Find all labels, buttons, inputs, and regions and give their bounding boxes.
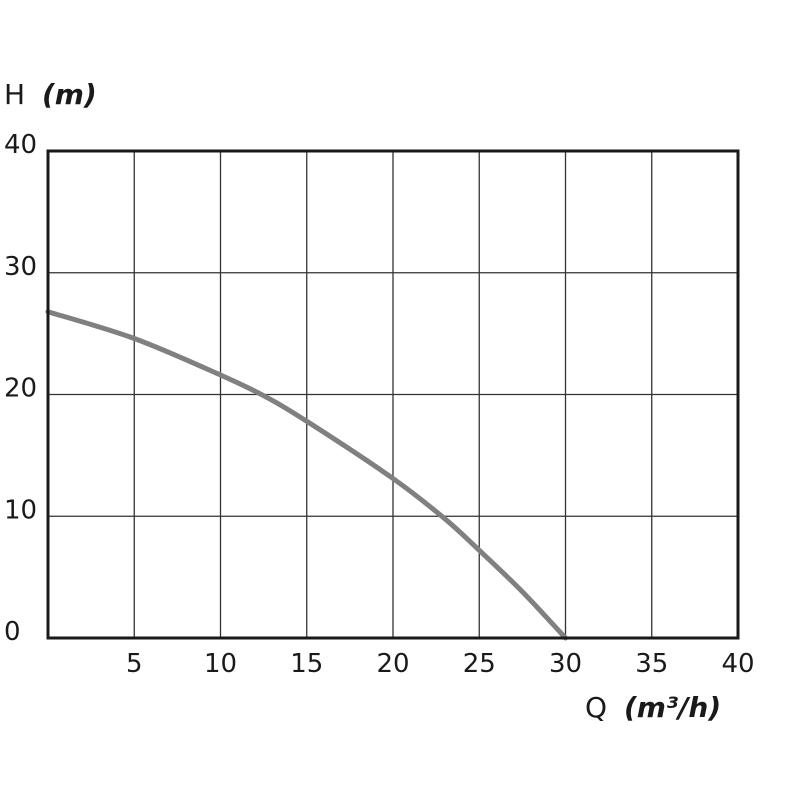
plot-frame [46,149,740,640]
y-axis-unit: (m) [42,78,97,111]
series-line-pump-curve [45,309,568,641]
grid-lines [48,151,738,638]
x-tick-label: 25 [463,649,496,679]
x-tick-label: 40 [721,649,754,679]
x-tick-label: 15 [290,649,323,679]
x-tick-label: 20 [376,649,409,679]
x-tick-label: 30 [549,649,582,679]
x-axis-unit: (m³/h) [624,691,721,724]
x-tick-label: 35 [635,649,668,679]
x-axis-symbol: Q [585,691,607,724]
y-tick-labels: 0 10 20 30 40 [4,130,37,647]
x-tick-label: 5 [126,649,143,679]
y-axis-symbol: H [4,78,25,111]
y-tick-label: 10 [4,495,37,525]
y-axis-title: H (m) [4,78,97,111]
y-tick-label: 20 [4,374,37,404]
x-tick-label: 10 [204,649,237,679]
y-tick-label: 30 [4,252,37,282]
x-tick-labels: 5 10 15 20 25 30 35 40 [126,649,755,679]
x-axis-title: Q (m³/h) [585,691,721,724]
y-tick-label: 0 [4,617,21,647]
y-tick-label: 40 [4,130,37,160]
